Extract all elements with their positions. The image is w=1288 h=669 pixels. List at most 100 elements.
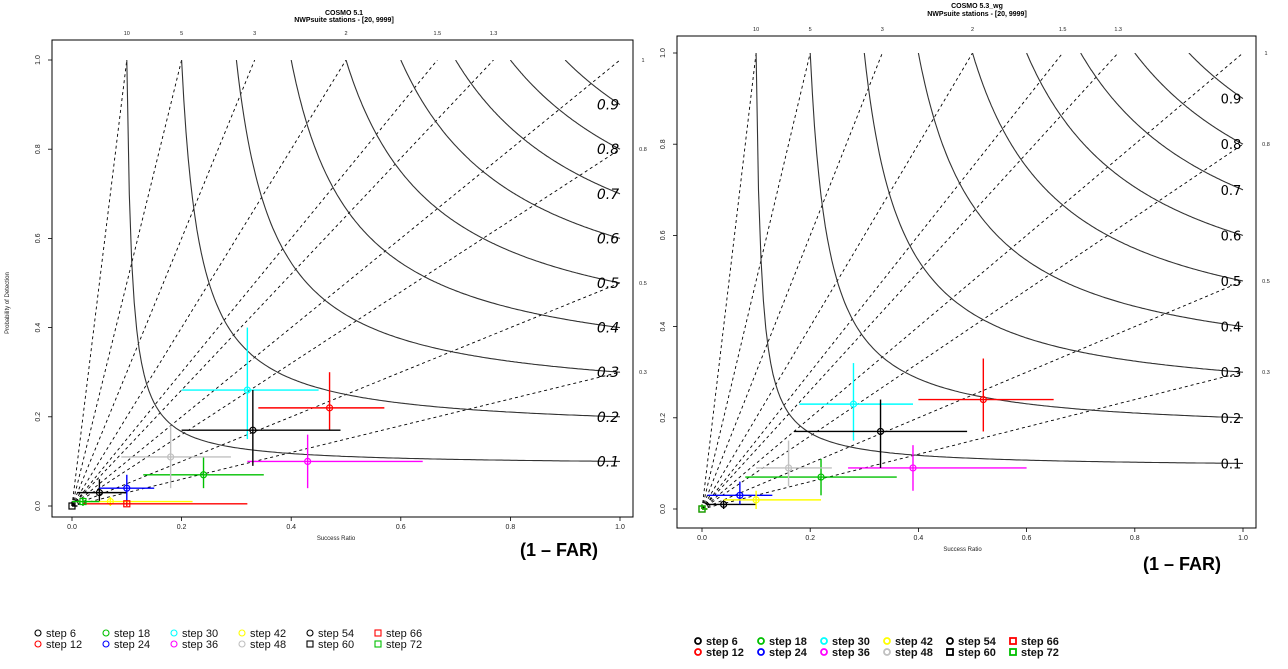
legend-label: step 60 [958, 647, 996, 659]
csi-label: 0.4 [597, 321, 619, 337]
bias-line [701, 53, 1064, 510]
legend-marker [820, 648, 828, 656]
bias-label: 3 [881, 27, 884, 33]
plot-frame [51, 39, 634, 518]
x-tick-label: 0.2 [805, 535, 815, 542]
bias-line [701, 371, 1244, 510]
legend-marker [102, 640, 110, 648]
bias-label: 0.5 [1262, 279, 1270, 285]
csi-label: 0.3 [1221, 366, 1242, 381]
data-point [698, 505, 706, 513]
legend-label: step 12 [706, 647, 744, 659]
data-point [249, 426, 257, 434]
data-point [79, 497, 87, 506]
csi-curve [1188, 53, 1244, 100]
series-step-18 [745, 458, 897, 496]
data-point [243, 386, 251, 394]
data-point [68, 502, 76, 510]
legend-marker [34, 640, 42, 648]
data-point [849, 400, 858, 408]
csi-label: 0.5 [597, 276, 619, 292]
y-tick-label: 0.6 [35, 233, 42, 243]
legend-marker [946, 637, 954, 645]
y-axis-label: Probability of Detection [5, 272, 11, 334]
series-step-24 [707, 481, 773, 505]
plot-frame [676, 35, 1257, 529]
csi-curve [181, 60, 621, 418]
csi-label: 0.7 [1221, 184, 1242, 199]
y-tick-label: 1.0 [35, 55, 42, 65]
csi-label: 0.1 [597, 454, 619, 470]
csi-label: 0.6 [597, 231, 619, 247]
data-point [979, 395, 987, 404]
series-step-48 [121, 425, 231, 489]
legend-label: step 30 [832, 636, 870, 648]
csi-curve [564, 60, 621, 106]
far-label: (1 – FAR) [1143, 554, 1221, 574]
csi-curve [345, 60, 621, 284]
data-point [167, 453, 175, 461]
bias-line [701, 53, 1244, 510]
data-point [909, 464, 917, 472]
series-step-6 [77, 479, 127, 502]
data-point [199, 471, 208, 479]
csi-curve [1080, 53, 1244, 191]
csi-label: 0.2 [597, 410, 619, 426]
legend-marker [1009, 648, 1017, 656]
csi-curve [755, 53, 1243, 464]
csi-label: 0.9 [1221, 93, 1242, 108]
bias-line [71, 371, 621, 507]
series-step-72 [698, 504, 708, 513]
data-point [752, 496, 760, 504]
legend-label: step 6 [46, 628, 76, 640]
y-tick-label: 1.0 [660, 48, 667, 58]
x-tick-label: 0.8 [506, 524, 516, 531]
bias-label: 2 [971, 27, 974, 33]
data-point [123, 500, 131, 508]
bias-label: 5 [180, 31, 183, 37]
legend-label: step 54 [958, 636, 997, 648]
legend-label: step 54 [318, 628, 354, 640]
csi-curve [1134, 53, 1244, 145]
legend-label: step 36 [832, 647, 870, 659]
bias-line [71, 60, 128, 507]
bias-line [71, 60, 256, 507]
csi-label: 0.1 [1221, 457, 1242, 472]
bias-label: 0.8 [639, 147, 647, 153]
bias-line [701, 53, 1119, 510]
csi-curve [455, 60, 621, 195]
csi-label: 0.2 [1221, 412, 1242, 427]
data-point [325, 404, 334, 412]
series-step-30 [181, 327, 319, 440]
legend-label: step 42 [250, 628, 286, 640]
csi-label: 0.8 [597, 142, 619, 158]
legend-marker [34, 629, 42, 637]
bias-line [701, 53, 883, 510]
bias-line [701, 53, 757, 510]
bias-line [701, 280, 1244, 510]
legend-marker [883, 637, 891, 645]
legend-label: step 60 [318, 639, 354, 651]
legend-marker [757, 648, 765, 656]
data-point [736, 491, 744, 499]
bias-line [71, 60, 494, 507]
bias-label: 0.3 [639, 370, 647, 376]
chart-subtitle: NWPsuite stations - [20, 9999] [927, 11, 1027, 18]
legend-label: step 36 [182, 639, 218, 651]
x-tick-label: 0.2 [177, 524, 187, 531]
series-step-6 [707, 499, 757, 509]
y-tick-label: 0.4 [35, 323, 42, 333]
csi-curve [1026, 53, 1244, 236]
bias-label: 0.5 [639, 281, 647, 287]
x-tick-label: 1.0 [1238, 535, 1248, 542]
bias-line [701, 143, 1244, 510]
legend-marker [102, 629, 110, 637]
csi-curve [863, 53, 1244, 373]
series-step-42 [723, 490, 822, 509]
bias-label: 10 [753, 27, 759, 33]
csi-label: 0.8 [1221, 138, 1242, 153]
y-tick-label: 0.2 [35, 412, 42, 422]
bias-label: 1.3 [490, 31, 498, 37]
